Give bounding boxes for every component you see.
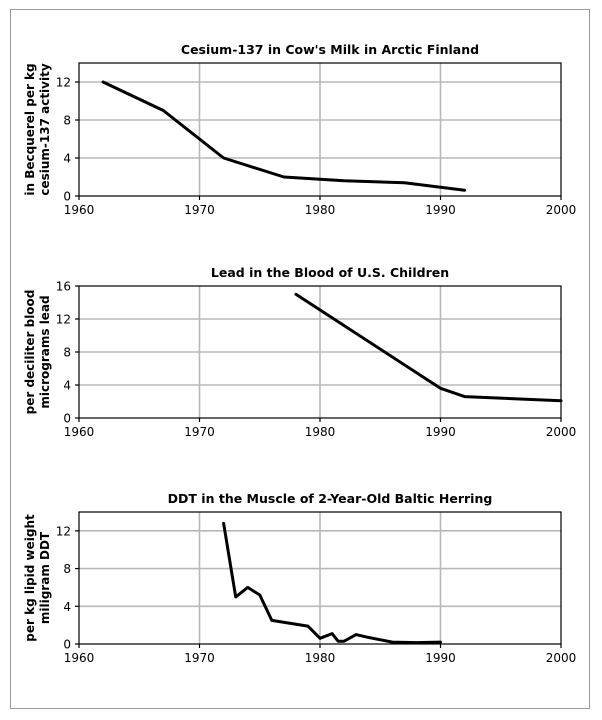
y-axis-label-line: per deciliter blood [23, 290, 37, 415]
y-tick-label: 12 [56, 76, 71, 90]
y-tick-label: 12 [56, 524, 71, 538]
x-tick-label: 1960 [64, 203, 95, 217]
y-tick-label: 0 [63, 412, 71, 426]
y-tick-label: 0 [63, 190, 71, 204]
y-axis-label: cesium-137 activityin Becquerel per kg [23, 63, 52, 195]
chart-title: Lead in the Blood of U.S. Children [211, 265, 449, 280]
chart-1: Cesium-137 in Cow's Milk in Arctic Finla… [23, 42, 576, 217]
y-tick-label: 4 [63, 600, 71, 614]
x-tick-label: 2000 [546, 203, 577, 217]
x-tick-label: 2000 [546, 425, 577, 439]
y-axis-label-line: cesium-137 activity [38, 63, 52, 195]
y-axis-label-line: micrograms lead [38, 295, 52, 408]
chart-title: DDT in the Muscle of 2-Year-Old Baltic H… [168, 491, 493, 506]
y-tick-label: 0 [63, 638, 71, 652]
x-tick-label: 1970 [184, 651, 215, 665]
x-tick-label: 1970 [184, 203, 215, 217]
y-tick-label: 16 [56, 280, 71, 294]
y-tick-label: 8 [63, 562, 71, 576]
y-tick-label: 12 [56, 313, 71, 327]
x-tick-label: 1960 [64, 425, 95, 439]
x-tick-label: 1980 [305, 651, 336, 665]
y-axis-label: miligram DDTper kg lipid weight [23, 514, 52, 642]
y-axis-label-line: in Becquerel per kg [23, 63, 37, 195]
y-tick-label: 8 [63, 114, 71, 128]
series-line [101, 80, 467, 192]
x-tick-label: 1970 [184, 425, 215, 439]
x-tick-label: 2000 [546, 651, 577, 665]
x-tick-label: 1960 [64, 651, 95, 665]
chart-3: DDT in the Muscle of 2-Year-Old Baltic H… [23, 491, 576, 665]
y-tick-label: 4 [63, 379, 71, 393]
x-tick-label: 1980 [305, 203, 336, 217]
x-tick-label: 1990 [425, 651, 456, 665]
x-tick-label: 1980 [305, 425, 336, 439]
y-tick-label: 8 [63, 346, 71, 360]
y-tick-label: 4 [63, 152, 71, 166]
y-axis-label-line: miligram DDT [38, 531, 52, 624]
chart-2: Lead in the Blood of U.S. Children 1960 19… [23, 265, 576, 439]
x-tick-label: 1990 [425, 425, 456, 439]
figure-frame [10, 9, 590, 709]
chart-title: Cesium-137 in Cow's Milk in Arctic Finla… [181, 42, 479, 57]
series-line [294, 292, 563, 403]
x-tick-label: 1990 [425, 203, 456, 217]
series-line [222, 521, 442, 645]
y-axis-label-line: per kg lipid weight [23, 514, 37, 642]
y-axis-label: micrograms leadper deciliter blood [23, 290, 52, 415]
